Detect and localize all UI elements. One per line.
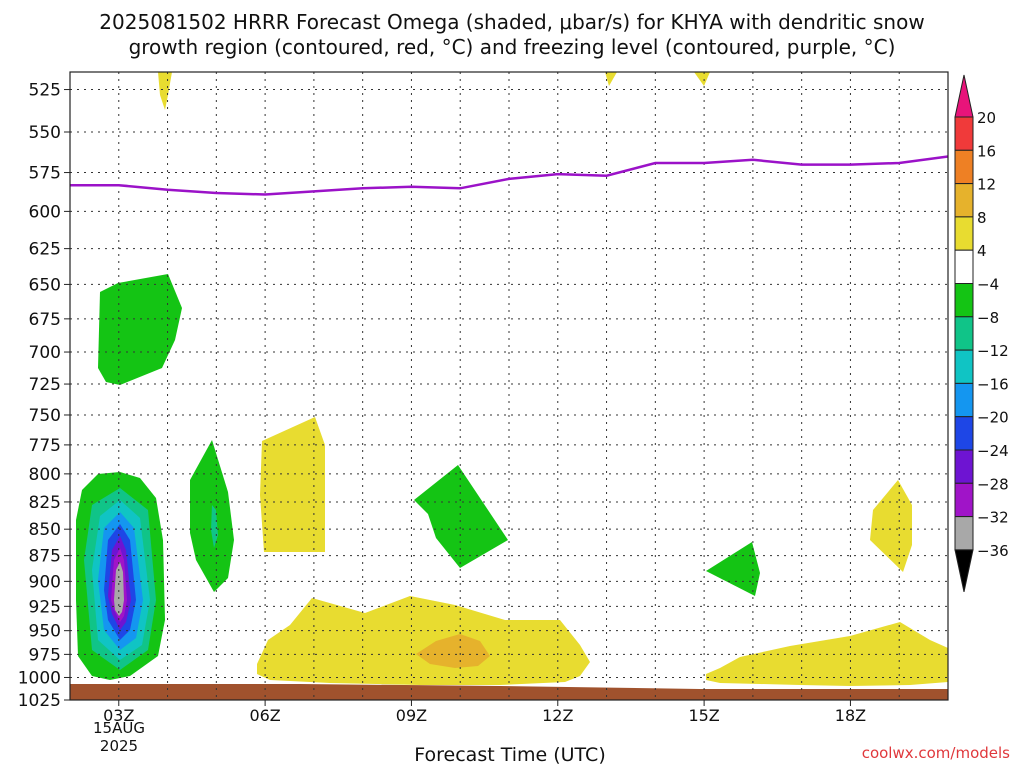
x-tick-label: 12Z	[542, 706, 573, 725]
y-tick-label: 750	[29, 406, 61, 426]
y-tick-label: 600	[29, 202, 61, 222]
colorbar-bottom-arrow	[954, 549, 974, 593]
y-tick-label: 975	[29, 645, 61, 665]
omega-ascent-top-1	[158, 72, 172, 110]
y-tick-label: 950	[29, 622, 61, 642]
omega-ascent-core	[416, 634, 490, 668]
x-year-label: 2025	[99, 737, 139, 755]
colorbar-label: −36	[977, 542, 1009, 560]
axes-layer: 525 550 575 600 625 650 675 700 725 750 775 800 825 8…	[18, 71, 949, 725]
y-tick-label: 900	[29, 572, 61, 592]
y-tick-label: 525	[29, 81, 61, 101]
y-tick-label: 775	[29, 436, 61, 456]
credit-link[interactable]: coolwx.com/models	[861, 744, 1010, 762]
plot-area	[70, 72, 948, 700]
omega-shading-layer	[70, 72, 948, 700]
y-tick-label: 1025	[18, 691, 61, 711]
colorbar-label: −8	[977, 309, 999, 327]
colorbar-segment	[954, 482, 974, 518]
chart-title-line1: 2025081502 HRRR Forecast Omega (shaded, …	[99, 10, 925, 34]
colorbar: 20 16 12 8 4 −4 −8 −12 −16 −20 −24 −28 −32 −36	[954, 74, 1009, 593]
colorbar-segment	[954, 216, 974, 251]
x-axis-label: Forecast Time (UTC)	[414, 744, 606, 766]
colorbar-label: −20	[977, 409, 1009, 427]
colorbar-segment	[954, 382, 974, 418]
colorbar-segment	[954, 149, 974, 185]
freezing-level-line	[70, 155, 949, 196]
y-tick-label: 825	[29, 493, 61, 513]
x-tick-label: 06Z	[249, 706, 280, 725]
terrain-band	[70, 684, 948, 700]
colorbar-segment	[954, 116, 974, 151]
omega-ascent-mid-2	[870, 480, 912, 572]
plot-frame	[69, 71, 949, 701]
y-tick-label: 1000	[18, 668, 61, 688]
y-tick-label: 700	[29, 343, 61, 363]
y-tick-label: 850	[29, 520, 61, 540]
colorbar-segment	[954, 449, 974, 484]
omega-ascent-top-3	[694, 72, 710, 86]
colorbar-label: −12	[977, 342, 1009, 360]
y-tick-label: 675	[29, 310, 61, 330]
omega-descent-2-core	[211, 505, 218, 548]
y-tick-label: 875	[29, 547, 61, 567]
omega-descent-3	[414, 465, 508, 568]
colorbar-top-arrow	[954, 74, 974, 118]
colorbar-label: 4	[977, 242, 987, 260]
colorbar-label: −16	[977, 375, 1009, 393]
colorbar-segment	[954, 283, 974, 318]
omega-ascent-top-2	[605, 72, 617, 86]
omega-ascent-low-1	[257, 596, 590, 685]
chart-title-line2: growth region (contoured, red, °C) and f…	[128, 35, 896, 59]
y-tick-label: 650	[29, 275, 61, 295]
omega-ascent-mid-1	[260, 417, 325, 552]
omega-descent-1	[98, 274, 182, 385]
colorbar-label: 8	[977, 209, 987, 227]
colorbar-segment	[954, 249, 974, 284]
colorbar-label: −4	[977, 276, 999, 294]
colorbar-segment	[954, 183, 974, 218]
x-date-label: 15AUG	[93, 719, 145, 737]
colorbar-label: 20	[977, 109, 996, 127]
omega-descent-4	[706, 542, 760, 596]
colorbar-label: −32	[977, 509, 1009, 527]
x-tick-label: 09Z	[396, 706, 427, 725]
y-tick-label: 800	[29, 465, 61, 485]
y-tick-label: 625	[29, 240, 61, 260]
freezing-level-layer	[70, 155, 949, 196]
y-tick-label: 925	[29, 597, 61, 617]
y-tick-label: 575	[29, 164, 61, 184]
colorbar-label: −28	[977, 475, 1009, 493]
colorbar-label: 12	[977, 176, 996, 194]
colorbar-label: −24	[977, 442, 1009, 460]
colorbar-label: 16	[977, 142, 996, 160]
y-tick-label: 550	[29, 123, 61, 143]
x-tick-label: 15Z	[688, 706, 719, 725]
colorbar-segment	[954, 349, 974, 384]
x-tick-label: 18Z	[835, 706, 866, 725]
y-tick-label: 725	[29, 375, 61, 395]
colorbar-segment	[954, 316, 974, 351]
x-tick-label: 03Z	[103, 706, 134, 725]
omega-descent-5-core	[114, 562, 124, 616]
colorbar-segment	[954, 516, 974, 551]
colorbar-segment	[954, 416, 974, 451]
